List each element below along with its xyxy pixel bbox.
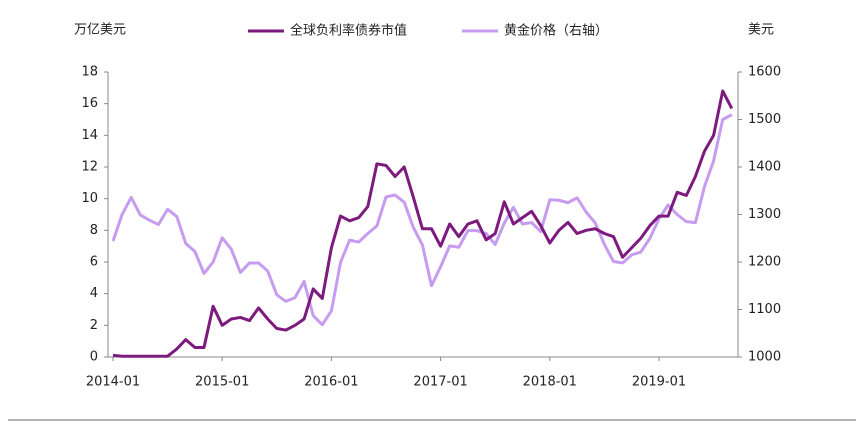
y2-tick-label: 1500 [748,112,781,127]
y-axis-title: 万亿美元 [74,23,126,38]
y-tick-label: 14 [81,128,98,143]
y2-tick-label: 1200 [748,255,781,270]
y-tick-label: 10 [81,191,98,206]
y-tick-label: 18 [81,65,98,80]
legend-label: 黄金价格（右轴） [504,23,608,39]
y-tick-label: 16 [81,96,98,111]
x-tick-label: 2015-01 [195,375,249,390]
y-tick-label: 12 [81,160,98,175]
x-tick-label: 2014-01 [86,375,140,390]
y2-tick-label: 1400 [748,160,781,175]
x-tick-label: 2017-01 [413,375,467,390]
y-tick-label: 4 [90,286,98,301]
x-tick-label: 2018-01 [523,375,577,390]
y2-tick-label: 1600 [748,65,781,80]
y-tick-label: 0 [90,350,98,365]
legend-label: 全球负利率债券市值 [290,23,407,39]
x-tick-label: 2016-01 [304,375,358,390]
y-tick-label: 6 [90,255,98,270]
y2-axis-title: 美元 [748,23,774,38]
series-line [112,89,734,358]
series-line [111,113,733,327]
y2-tick-label: 1300 [748,207,781,222]
y-tick-label: 8 [90,223,98,238]
y-tick-label: 2 [90,318,98,333]
y2-tick-label: 1000 [748,350,781,365]
y2-tick-label: 1100 [748,302,781,317]
x-tick-label: 2019-01 [632,375,686,390]
